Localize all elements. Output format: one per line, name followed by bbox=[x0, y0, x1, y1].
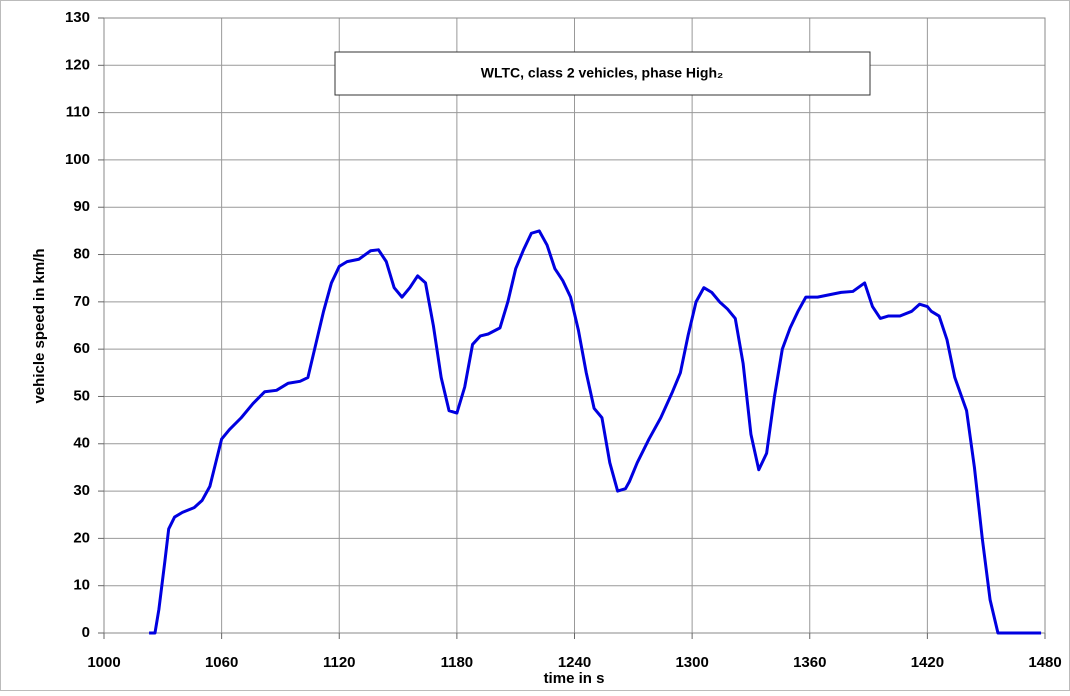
y-tick-label: 0 bbox=[82, 624, 90, 641]
y-tick-label: 60 bbox=[73, 340, 90, 357]
x-tick-label: 1240 bbox=[558, 654, 591, 671]
y-tick-label: 100 bbox=[65, 151, 90, 168]
chart-title: WLTC, class 2 vehicles, phase High₂ bbox=[481, 65, 723, 81]
x-tick-label: 1480 bbox=[1028, 654, 1061, 671]
y-tick-label: 40 bbox=[73, 435, 90, 452]
x-tick-label: 1000 bbox=[87, 654, 120, 671]
y-tick-label: 80 bbox=[73, 246, 90, 263]
x-tick-label: 1060 bbox=[205, 654, 238, 671]
x-tick-label: 1360 bbox=[793, 654, 826, 671]
x-tick-label: 1180 bbox=[441, 654, 474, 671]
y-tick-label: 90 bbox=[73, 198, 90, 215]
y-axis-label: vehicle speed in km/h bbox=[31, 248, 48, 403]
x-tick-label: 1300 bbox=[675, 654, 708, 671]
data-line bbox=[149, 229, 1042, 635]
y-tick-label: 50 bbox=[73, 387, 90, 404]
y-tick-label: 130 bbox=[65, 9, 90, 26]
y-tick-label: 110 bbox=[66, 104, 90, 121]
x-axis-label: time in s bbox=[544, 670, 605, 687]
y-tick-label: 20 bbox=[73, 529, 90, 546]
y-tick-label: 70 bbox=[73, 293, 90, 310]
y-tick-label: 120 bbox=[65, 56, 90, 73]
y-tick-label: 30 bbox=[73, 482, 90, 499]
x-tick-label: 1120 bbox=[323, 654, 356, 671]
title-box bbox=[334, 51, 871, 96]
x-tick-label: 1420 bbox=[911, 654, 944, 671]
y-tick-label: 10 bbox=[73, 577, 90, 594]
